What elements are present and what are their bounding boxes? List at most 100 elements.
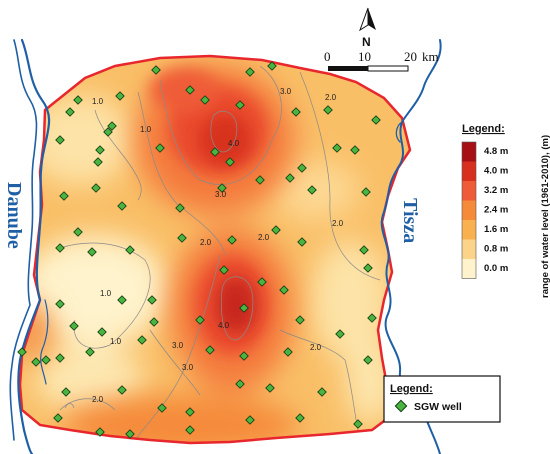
legend-swatch: [462, 220, 476, 240]
contour-label: 3.0: [182, 363, 194, 372]
contour-label: 2.0: [92, 395, 104, 404]
sgw-well-marker: [245, 67, 255, 77]
sgw-well-marker: [125, 245, 135, 255]
sgw-well-marker: [149, 317, 159, 327]
sgw-well-marker: [363, 263, 373, 273]
sgw-well-marker: [125, 429, 135, 439]
contour-labels: 1.0 1.0 1.0 1.0 2.0 2.0 2.0 2.0 2.0 3.0 …: [92, 87, 344, 404]
sgw-well-marker: [217, 183, 227, 193]
symbol-legend-title: Legend:: [390, 383, 433, 395]
sgw-well-marker: [147, 295, 157, 305]
sgw-well-marker: [65, 107, 75, 117]
contour-label: 2.0: [200, 238, 212, 247]
sgw-well-marker: [185, 407, 195, 417]
legend-class-label: 2.4 m: [484, 205, 508, 216]
sgw-well-marker: [283, 347, 293, 357]
sgw-well-marker: [239, 351, 249, 361]
sgw-well-legend-label: SGW well: [414, 401, 462, 413]
sgw-well-marker: [219, 265, 229, 275]
sgw-well-marker: [61, 387, 71, 397]
sgw-well-marker: [235, 379, 245, 389]
contour-label: 2.0: [325, 93, 337, 102]
sgw-well-marker: [353, 419, 363, 429]
sgw-well-marker: [155, 143, 165, 153]
contour-label: 3.0: [215, 190, 227, 199]
scale-tick-10: 10: [358, 49, 371, 64]
sgw-well-marker: [297, 163, 307, 173]
sgw-well-marker: [55, 135, 65, 145]
legend-swatch: [462, 181, 476, 201]
sgw-well-marker: [69, 321, 79, 331]
contour-label: 2.0: [258, 233, 270, 242]
sgw-well-marker: [41, 355, 51, 365]
sgw-well-marker: [307, 185, 317, 195]
legend-class-label: 0.0 m: [484, 263, 508, 274]
sgw-well-marker: [291, 107, 301, 117]
sgw-well-marker: [323, 105, 333, 115]
sgw-well-marker: [117, 201, 127, 211]
contour-label: 1.0: [100, 289, 112, 298]
sgw-well-marker: [107, 121, 117, 131]
legend-swatch: [462, 161, 476, 181]
sgw-well-marker: [73, 95, 83, 105]
sgw-well-marker: [267, 61, 277, 71]
contour-label: 3.0: [280, 87, 292, 96]
sgw-well-legend-icon: [394, 399, 408, 413]
legend-class-label: 4.0 m: [484, 166, 508, 177]
contour-label: 2.0: [332, 219, 344, 228]
north-label: N: [362, 35, 371, 49]
scale-unit: km: [422, 49, 439, 64]
sgw-well-marker: [363, 355, 373, 365]
sgw-well-marker: [359, 245, 369, 255]
contour-lines: [59, 65, 381, 441]
sgw-well-marker: [87, 247, 97, 257]
sgw-well-marker: [235, 100, 245, 110]
sgw-well-marker: [103, 127, 113, 137]
sgw-well-marker: [95, 427, 105, 437]
sgw-well-marker: [59, 191, 69, 201]
sgw-well-marker: [200, 95, 210, 105]
legend-class-label: 4.8 m: [484, 146, 508, 157]
contour-label: 1.0: [92, 97, 104, 106]
sgw-well-marker: [175, 203, 185, 213]
contour-label: 1.0: [140, 125, 152, 134]
legend-class-label: 0.8 m: [484, 244, 508, 255]
sgw-well-marker: [117, 295, 127, 305]
symbol-legend: Legend: SGW well: [383, 375, 501, 423]
north-arrow-icon: [368, 8, 376, 30]
danube-river: [9, 38, 51, 454]
sgw-well-marker: [210, 147, 220, 157]
sgw-well-marker: [185, 425, 195, 435]
color-legend: Legend: 4.8 m 4.0 m 3.2 m 2.4 m 1.6 m 0.8 m 0.…: [461, 123, 550, 298]
sgw-well-marker: [245, 415, 255, 425]
sgw-wells: [17, 61, 381, 439]
sgw-well-marker: [157, 403, 167, 413]
sgw-well-marker: [279, 285, 289, 295]
sgw-well-marker: [255, 175, 265, 185]
contour-label: 1.0: [110, 337, 122, 346]
sgw-well-marker: [317, 387, 327, 397]
sgw-well-marker: [295, 315, 305, 325]
legend-swatch: [462, 259, 476, 279]
color-ramp-labels: 4.8 m 4.0 m 3.2 m 2.4 m 1.6 m 0.8 m 0.0 m: [484, 146, 508, 274]
north-arrow: N: [359, 7, 376, 49]
legend-swatch: [462, 200, 476, 220]
sgw-well-marker: [239, 303, 249, 313]
sgw-well-marker: [31, 357, 41, 367]
sgw-well-marker: [265, 383, 275, 393]
sgw-well-marker: [295, 413, 305, 423]
contour-label: 4.0: [228, 139, 240, 148]
sgw-well-marker: [85, 347, 95, 357]
sgw-well-marker: [91, 183, 101, 193]
contour-label: 3.0: [172, 341, 184, 350]
sgw-well-marker: [93, 157, 103, 167]
sgw-well-marker: [97, 327, 107, 337]
sgw-well-marker: [297, 237, 307, 247]
tisza-label: Tisza: [399, 198, 421, 243]
sgw-well-marker: [53, 413, 63, 423]
legend-class-label: 3.2 m: [484, 185, 508, 196]
sgw-well-marker: [332, 143, 342, 153]
legend-class-label: 1.6 m: [484, 224, 508, 235]
scale-tick-0: 0: [324, 49, 331, 64]
